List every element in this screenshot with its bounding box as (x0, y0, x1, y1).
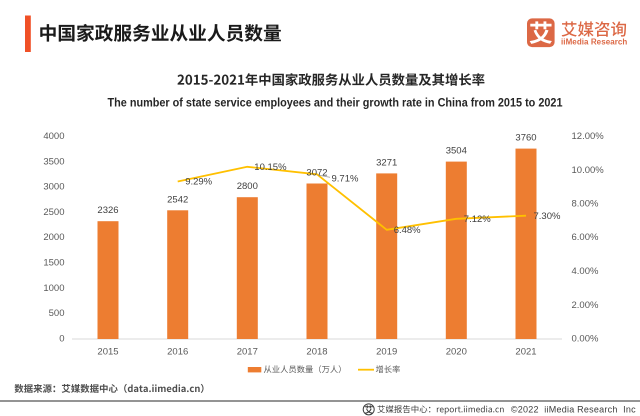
svg-text:7.30%: 7.30% (534, 211, 561, 222)
svg-text:2016: 2016 (167, 347, 188, 358)
svg-text:8.00%: 8.00% (572, 199, 599, 210)
svg-text:0: 0 (59, 334, 64, 345)
svg-text:2020: 2020 (446, 347, 467, 358)
svg-text:2018: 2018 (306, 347, 327, 358)
svg-text:1000: 1000 (43, 283, 64, 294)
svg-text:2000: 2000 (43, 232, 64, 243)
svg-text:10.00%: 10.00% (572, 165, 605, 176)
svg-text:3072: 3072 (306, 168, 327, 179)
svg-text:2800: 2800 (237, 181, 258, 192)
svg-text:10.15%: 10.15% (254, 162, 287, 173)
svg-text:iiMedia Research: iiMedia Research (561, 37, 627, 46)
svg-text:1500: 1500 (43, 258, 64, 269)
svg-text:3760: 3760 (515, 133, 536, 144)
svg-text:3504: 3504 (446, 146, 467, 157)
svg-text:4000: 4000 (43, 131, 64, 142)
svg-text:3000: 3000 (43, 182, 64, 193)
svg-text:0.00%: 0.00% (572, 334, 599, 345)
svg-text:6.00%: 6.00% (572, 232, 599, 243)
svg-text:©2022 iiMedia Research Inc: ©2022 iiMedia Research Inc (511, 404, 636, 414)
svg-text:2021: 2021 (515, 347, 536, 358)
svg-text:9.71%: 9.71% (332, 173, 359, 184)
svg-text:4.00%: 4.00% (572, 266, 599, 277)
svg-text:12.00%: 12.00% (572, 131, 605, 142)
svg-text:The number of state service em: The number of state service employees an… (108, 98, 564, 110)
svg-text:2.00%: 2.00% (572, 300, 599, 311)
svg-text:500: 500 (49, 308, 65, 319)
svg-text:2542: 2542 (167, 194, 188, 205)
svg-text:7.12%: 7.12% (464, 214, 491, 225)
svg-text:2017: 2017 (237, 347, 258, 358)
svg-text:3271: 3271 (376, 157, 397, 168)
svg-text:9.29%: 9.29% (185, 177, 212, 188)
svg-text:2015: 2015 (97, 347, 118, 358)
svg-text:2019: 2019 (376, 347, 397, 358)
svg-text:2500: 2500 (43, 207, 64, 218)
svg-text:3500: 3500 (43, 156, 64, 167)
svg-text:2326: 2326 (97, 205, 118, 216)
svg-text:6.48%: 6.48% (394, 225, 421, 236)
